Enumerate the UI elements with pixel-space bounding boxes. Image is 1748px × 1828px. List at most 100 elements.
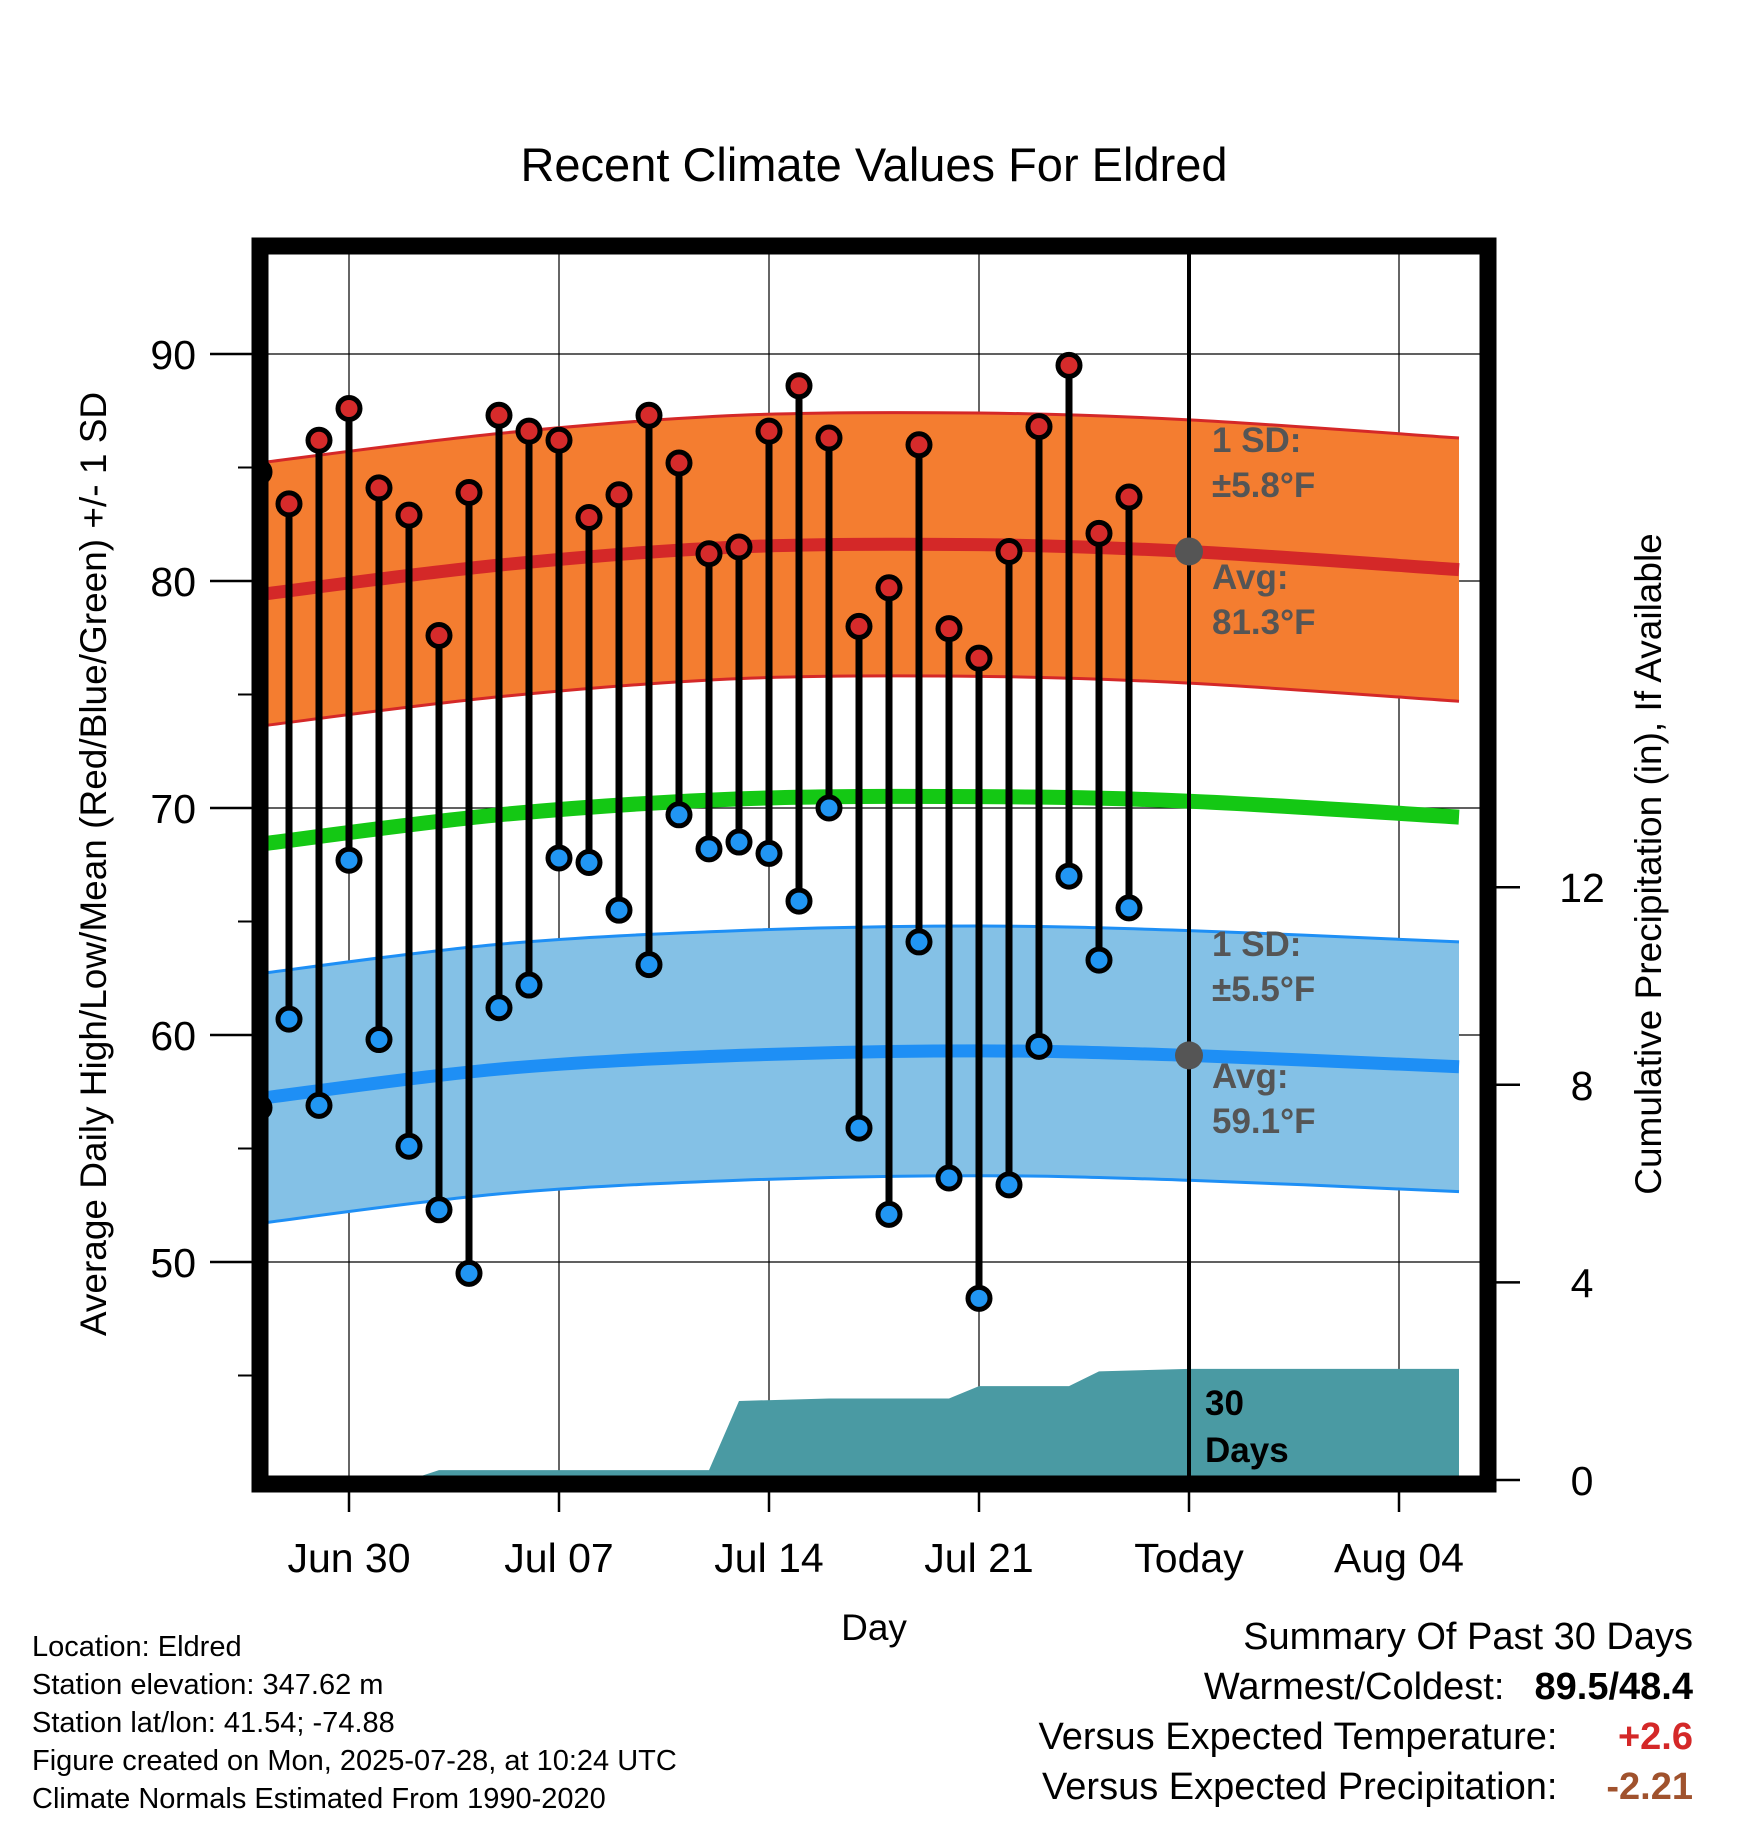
warm-cold-value: 89.5/48.4 bbox=[1515, 1662, 1694, 1712]
daily-high-point bbox=[1055, 351, 1083, 379]
daily-high-point bbox=[545, 426, 573, 454]
today-high-avg-marker bbox=[1175, 537, 1203, 566]
daily-low-point bbox=[365, 1026, 393, 1054]
y-right-tick-label: 0 bbox=[1571, 1458, 1594, 1504]
y-left-tick-label: 80 bbox=[150, 559, 196, 605]
daily-low-point bbox=[335, 846, 363, 874]
daily-high-point bbox=[995, 537, 1023, 565]
summary-panel: Summary Of Past 30 Days Warmest/Coldest:… bbox=[1039, 1612, 1693, 1812]
daily-low-point bbox=[1115, 894, 1143, 922]
daily-high-point bbox=[725, 533, 753, 561]
daily-low-point bbox=[965, 1284, 993, 1312]
warmest-value: 89.5 bbox=[1534, 1666, 1609, 1708]
high-sd-label: 1 SD: bbox=[1212, 421, 1301, 460]
daily-high-point bbox=[1025, 413, 1053, 441]
y-left-tick-label: 90 bbox=[150, 332, 196, 378]
daily-low-point bbox=[575, 848, 603, 876]
daily-high-point bbox=[335, 394, 363, 422]
daily-high-point bbox=[1115, 483, 1143, 511]
location-text: Location: Eldred bbox=[32, 1631, 242, 1663]
plot-area bbox=[260, 246, 1488, 1484]
daily-high-point bbox=[275, 490, 303, 518]
daily-low-point bbox=[665, 801, 693, 829]
daily-low-point bbox=[605, 896, 633, 924]
daily-high-point bbox=[785, 372, 813, 400]
daily-high-point bbox=[425, 621, 453, 649]
summary-title: Summary Of Past 30 Days bbox=[1243, 1616, 1693, 1658]
y-axis-left-label: Average Daily High/Low/Mean (Red/Blue/Gr… bbox=[73, 392, 114, 1336]
low-avg-value: 59.1°F bbox=[1212, 1102, 1316, 1141]
daily-low-point bbox=[305, 1091, 333, 1119]
precip-days-label-number: 30 bbox=[1205, 1384, 1244, 1423]
daily-high-point bbox=[965, 644, 993, 672]
daily-high-point bbox=[695, 540, 723, 568]
y-left-tick-label: 70 bbox=[150, 786, 196, 832]
daily-low-point bbox=[515, 971, 543, 999]
low-avg-label: Avg: bbox=[1212, 1057, 1288, 1096]
summary-temp-row: Versus Expected Temperature: +2.6 bbox=[1039, 1712, 1693, 1762]
daily-high-point bbox=[755, 417, 783, 445]
x-tick-label: Jul 21 bbox=[924, 1535, 1033, 1581]
high-avg-label: Avg: bbox=[1212, 558, 1288, 597]
daily-high-point bbox=[635, 401, 663, 429]
precip-label: Versus Expected Precipitation: bbox=[1042, 1766, 1558, 1808]
daily-low-point bbox=[1055, 862, 1083, 890]
daily-low-point bbox=[875, 1200, 903, 1228]
normal-high-band-upper-edge bbox=[260, 411, 1460, 465]
low-sd-value: ±5.5°F bbox=[1212, 970, 1315, 1009]
daily-high-point bbox=[515, 417, 543, 445]
daily-low-point bbox=[1085, 946, 1113, 974]
daily-low-point bbox=[635, 951, 663, 979]
daily-low-point bbox=[845, 1114, 873, 1142]
daily-low-point bbox=[425, 1196, 453, 1224]
daily-low-point bbox=[1025, 1032, 1053, 1060]
precip-days-label-text: Days bbox=[1205, 1431, 1289, 1470]
daily-high-point bbox=[455, 478, 483, 506]
precip-value: -2.21 bbox=[1606, 1766, 1693, 1808]
elevation-text: Station elevation: 347.62 m bbox=[32, 1669, 384, 1701]
daily-high-point bbox=[1085, 519, 1113, 547]
daily-low-point bbox=[545, 844, 573, 872]
x-tick-label: Aug 04 bbox=[1334, 1535, 1464, 1581]
daily-low-point bbox=[935, 1164, 963, 1192]
low-sd-label: 1 SD: bbox=[1212, 925, 1301, 964]
high-avg-value: 81.3°F bbox=[1212, 603, 1316, 642]
x-tick-label: Jul 07 bbox=[504, 1535, 613, 1581]
daily-low-point bbox=[275, 1005, 303, 1033]
daily-low-point bbox=[905, 928, 933, 956]
summary-warm-cold-row: Warmest/Coldest: 89.5/48.4 bbox=[1039, 1662, 1693, 1712]
latlon-text: Station lat/lon: 41.54; -74.88 bbox=[32, 1707, 395, 1739]
y-right-tick-label: 4 bbox=[1571, 1260, 1594, 1306]
warm-cold-slash: / bbox=[1608, 1666, 1620, 1708]
daily-high-point bbox=[365, 474, 393, 502]
x-tick-label: Jun 30 bbox=[287, 1535, 410, 1581]
daily-low-point bbox=[815, 794, 843, 822]
daily-high-point bbox=[395, 501, 423, 529]
cumulative-precip-area bbox=[260, 1368, 1459, 1480]
today-low-avg-marker bbox=[1175, 1041, 1203, 1070]
daily-high-point bbox=[575, 503, 603, 531]
high-sd-value: ±5.8°F bbox=[1212, 466, 1315, 505]
daily-low-point bbox=[395, 1132, 423, 1160]
daily-high-point bbox=[845, 612, 873, 640]
x-tick-label: Today bbox=[1134, 1535, 1244, 1581]
y-axis-right-label: Cumulative Precipitation (in), If Availa… bbox=[1628, 533, 1669, 1195]
plot-frame bbox=[251, 237, 1497, 1493]
daily-high-point bbox=[935, 615, 963, 643]
x-tick-label: Jul 14 bbox=[714, 1535, 823, 1581]
temp-value: +2.6 bbox=[1617, 1716, 1693, 1758]
daily-high-point bbox=[305, 426, 333, 454]
daily-low-point bbox=[725, 828, 753, 856]
temp-label: Versus Expected Temperature: bbox=[1038, 1716, 1558, 1758]
y-right-tick-label: 8 bbox=[1571, 1063, 1594, 1109]
created-text: Figure created on Mon, 2025-07-28, at 10… bbox=[32, 1745, 677, 1777]
warm-cold-label: Warmest/Coldest: bbox=[1203, 1666, 1505, 1708]
x-axis-label: Day bbox=[841, 1607, 907, 1648]
normals-text: Climate Normals Estimated From 1990-2020 bbox=[32, 1783, 606, 1815]
daily-high-point bbox=[905, 431, 933, 459]
daily-high-point bbox=[875, 574, 903, 602]
chart-title: Recent Climate Values For Eldred bbox=[520, 138, 1227, 191]
daily-high-point bbox=[815, 424, 843, 452]
y-right-tick-label: 12 bbox=[1559, 865, 1605, 911]
